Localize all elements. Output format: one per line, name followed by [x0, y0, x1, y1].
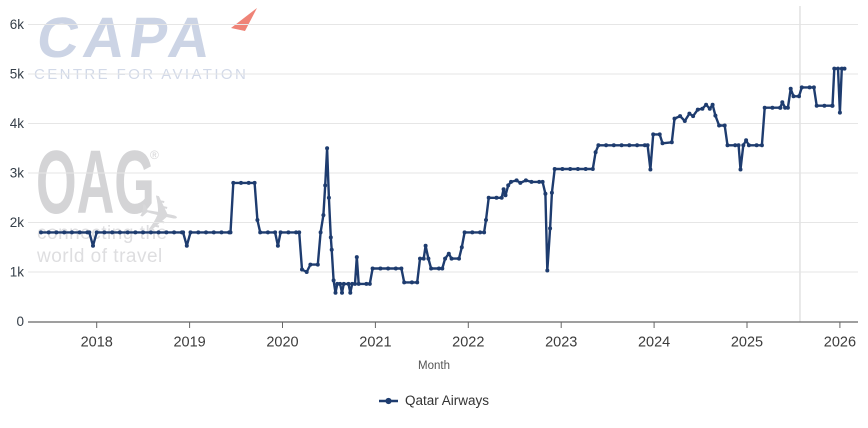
x-tick-label: 2021 — [359, 335, 391, 351]
series-qatar-airways — [39, 66, 847, 295]
x-axis: 2018 2019 2020 2021 2022 2023 2024 2025 2026 — [28, 321, 858, 351]
y-tick-label: 4k — [10, 116, 25, 131]
y-tick-label: 1k — [10, 265, 25, 280]
legend-series-marker-icon — [378, 397, 398, 404]
oag-tagline-line2: world of travel — [37, 246, 163, 267]
x-tick-label: 2018 — [81, 335, 113, 351]
x-tick-label: 2019 — [173, 335, 205, 351]
oag-registered-mark: ® — [150, 148, 159, 162]
y-tick-label: 3k — [10, 166, 25, 181]
x-tick-label: 2023 — [545, 335, 577, 351]
capa-arrow-icon — [231, 8, 257, 31]
oag-logo-text: OAG — [36, 133, 155, 233]
y-tick-label: 0 — [16, 314, 24, 329]
y-tick-label: 6k — [10, 17, 25, 32]
x-tick-label: 2020 — [266, 335, 298, 351]
x-axis-title: Month — [418, 360, 450, 372]
legend-item-qatar-airways[interactable]: Qatar Airways — [378, 393, 490, 408]
x-tick-label: 2026 — [824, 335, 856, 351]
gridlines — [28, 24, 858, 273]
x-tick-label: 2024 — [638, 335, 670, 351]
x-tick-label: 2025 — [731, 335, 763, 351]
y-tick-label: 5k — [10, 67, 25, 82]
x-tick-label: 2022 — [452, 335, 484, 351]
y-axis: 0 1k 2k 3k 4k 5k 6k — [10, 17, 25, 329]
y-tick-label: 2k — [10, 215, 25, 230]
legend-series-label: Qatar Airways — [404, 393, 490, 408]
chart-legend: Qatar Airways — [0, 393, 868, 408]
